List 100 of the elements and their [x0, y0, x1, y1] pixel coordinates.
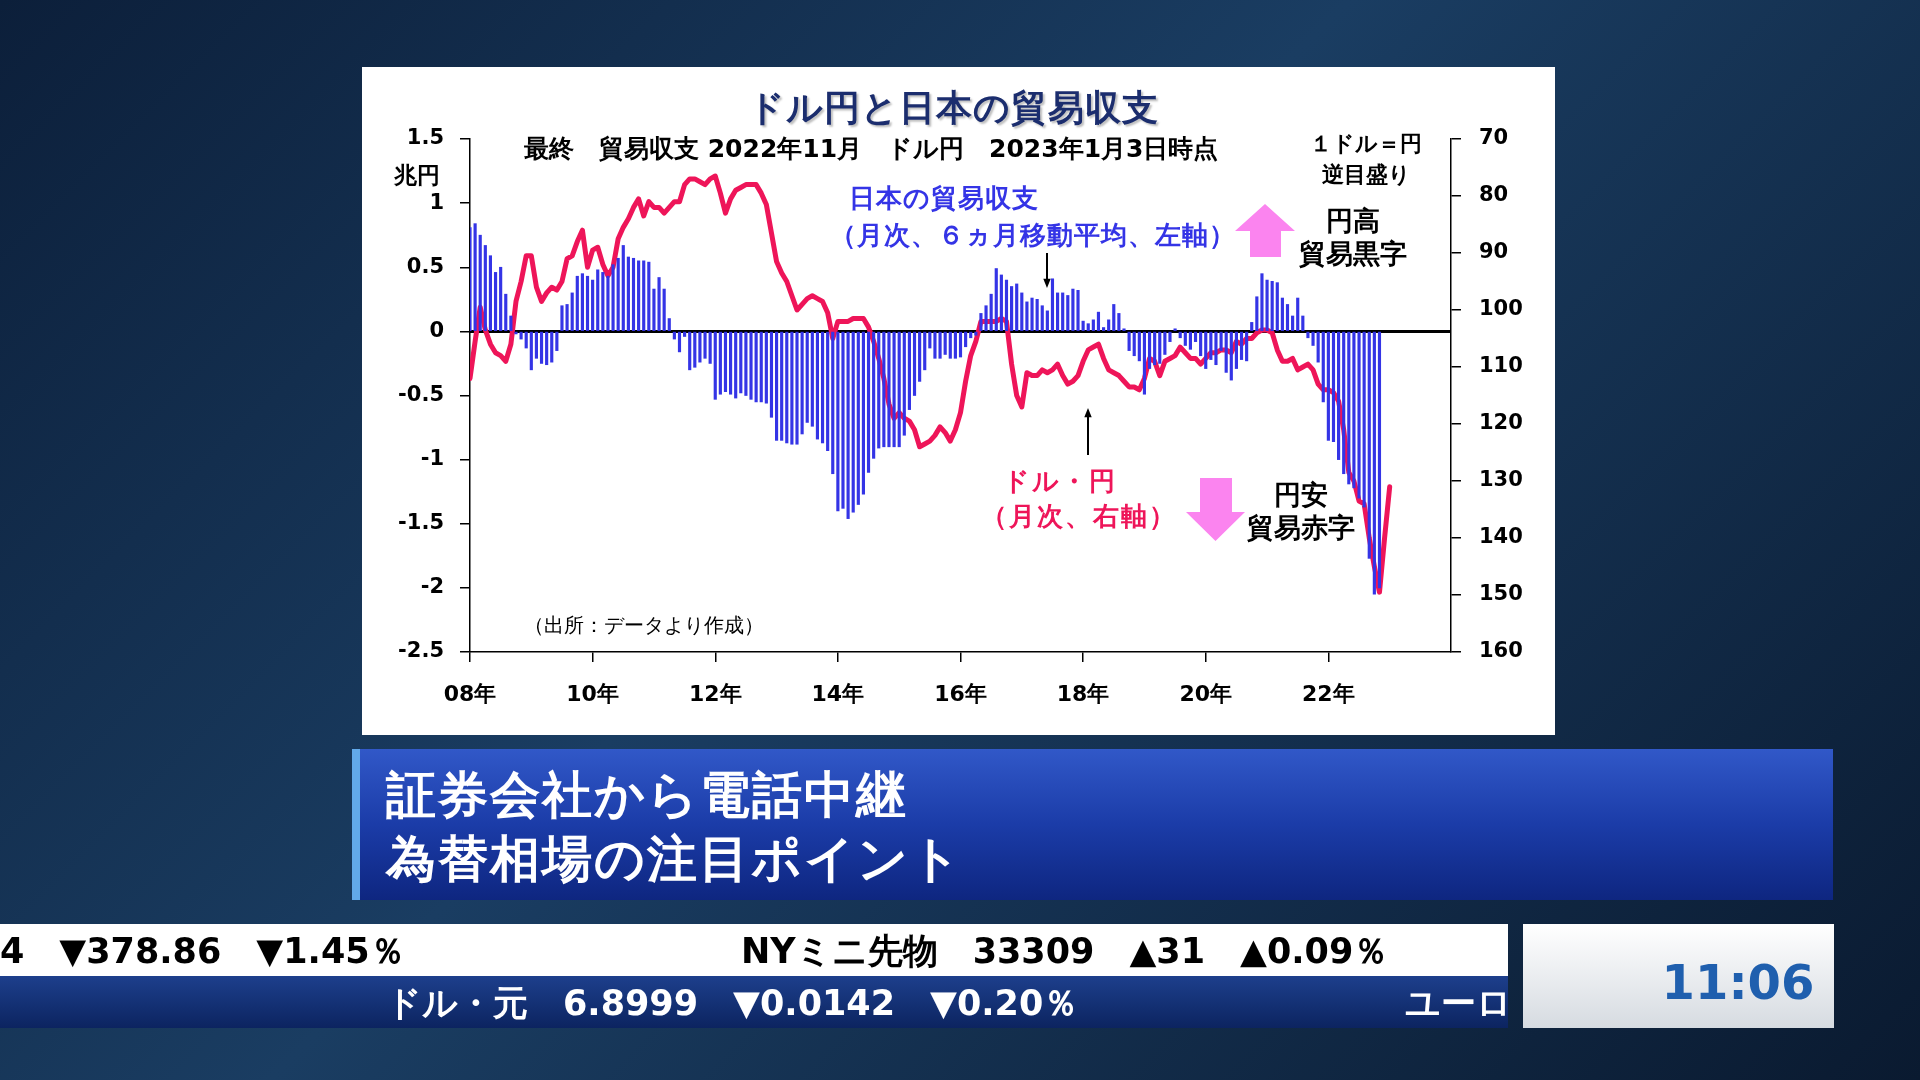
- bar: [473, 223, 477, 331]
- bar: [1050, 278, 1055, 331]
- y-axis-title: 兆円: [394, 161, 440, 188]
- bar: [1091, 319, 1095, 331]
- bar: [585, 275, 590, 331]
- bar: [1199, 331, 1203, 357]
- bar: [688, 331, 692, 371]
- bar: [912, 331, 917, 396]
- bar: [795, 331, 799, 445]
- bar: [1010, 286, 1014, 331]
- y2-tick-label: 150: [1479, 581, 1523, 606]
- y-tick-label: -0.5: [398, 381, 444, 406]
- bar: [994, 268, 998, 331]
- bar: [1239, 331, 1244, 360]
- bar: [478, 234, 482, 331]
- bar: [866, 331, 871, 473]
- bar: [1096, 311, 1101, 331]
- bar: [545, 331, 549, 366]
- bar: [907, 331, 911, 410]
- bar: [826, 331, 830, 451]
- bar: [800, 331, 804, 435]
- bar: [1291, 315, 1295, 331]
- bar: [754, 331, 758, 403]
- bar: [662, 288, 666, 331]
- text: 4 ▼378.86 ▼1.45％: [0, 930, 405, 971]
- bar: [739, 331, 743, 394]
- bar: [872, 331, 876, 459]
- annotation: （出所：データより作成）: [524, 613, 764, 637]
- bar: [647, 261, 651, 331]
- bar: [1245, 331, 1249, 362]
- bar: [964, 331, 968, 348]
- bar: [642, 260, 646, 331]
- bar: [493, 272, 498, 331]
- bar: [841, 331, 845, 509]
- x-tick-label: 12年: [688, 680, 742, 706]
- bar: [1270, 281, 1274, 331]
- y2-tick-label: 120: [1479, 410, 1523, 435]
- bar: [514, 331, 518, 335]
- bar: [575, 275, 579, 331]
- bar: [683, 331, 687, 337]
- bar: [943, 331, 947, 355]
- bar: [1347, 331, 1351, 485]
- bar: [570, 292, 574, 331]
- bar: [1321, 331, 1325, 403]
- bar: [856, 331, 860, 505]
- x-tick-label: 10年: [566, 680, 619, 706]
- bar: [1147, 331, 1152, 369]
- bar: [902, 331, 906, 436]
- bar: [1204, 331, 1208, 369]
- bar: [1372, 331, 1376, 595]
- bar: [1224, 331, 1228, 373]
- chart-title: ドル円と日本の貿易収支: [747, 87, 1159, 128]
- y-tick-label: 0: [429, 317, 444, 342]
- bar: [667, 318, 671, 331]
- bar: [1127, 331, 1131, 351]
- bar: [1071, 288, 1075, 331]
- text: ユーロ: [1405, 982, 1512, 1023]
- bar: [974, 331, 978, 336]
- chart-subtitle: 最終 貿易収支 2022年11月 ドル円 2023年1月3日時点: [524, 133, 1219, 163]
- bar: [580, 273, 584, 331]
- bar: [637, 260, 641, 331]
- bar: [1193, 331, 1198, 342]
- bar: [1331, 331, 1336, 442]
- series-label: 日本の貿易収支（月次、６ヵ月移動平均、左軸）: [830, 181, 1236, 252]
- bar: [1076, 290, 1080, 331]
- bar: [820, 331, 825, 444]
- bar: [550, 331, 554, 363]
- annotation: 円安: [1274, 478, 1328, 510]
- bar: [596, 269, 600, 331]
- bar: [769, 331, 774, 418]
- bar: [831, 331, 835, 475]
- x-tick-label: 22年: [1302, 680, 1355, 706]
- bar: [1081, 320, 1085, 331]
- bar: [1112, 304, 1116, 331]
- bar: [1045, 310, 1049, 331]
- bar: [1377, 331, 1382, 589]
- bar: [1337, 331, 1341, 460]
- bar: [1342, 331, 1346, 475]
- bar: [897, 331, 901, 448]
- text: 証券会社から電話中継: [386, 766, 908, 824]
- bar: [785, 331, 789, 444]
- bar: [1301, 315, 1305, 331]
- x-tick-label: 08年: [443, 680, 497, 706]
- bar: [1004, 279, 1009, 331]
- bar: [488, 255, 493, 331]
- y-tick-label: 0.5: [406, 253, 444, 278]
- text: ドル・元 6.8999 ▼0.0142 ▼0.20％: [386, 982, 1079, 1023]
- bar: [1296, 297, 1300, 331]
- bar: [1178, 331, 1182, 339]
- bar: [504, 293, 508, 331]
- bar: [877, 331, 881, 449]
- bar: [555, 331, 559, 351]
- y-tick-label: -2: [420, 574, 444, 599]
- x-tick-label: 14年: [811, 680, 865, 706]
- text: 為替相場の注目ポイント: [386, 830, 963, 888]
- annotation: 円高: [1326, 204, 1380, 236]
- bar: [693, 331, 697, 368]
- y-tick-label: -1.5: [398, 510, 444, 535]
- bar: [1137, 331, 1141, 362]
- bar: [918, 331, 922, 382]
